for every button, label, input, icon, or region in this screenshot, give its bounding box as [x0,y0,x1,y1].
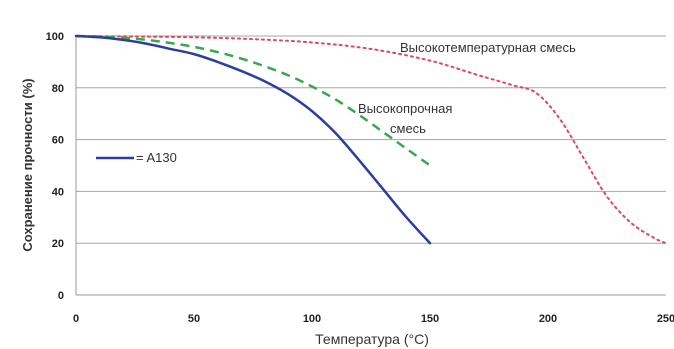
gridlines [76,35,666,244]
series-lines [74,34,667,245]
x-tick-50: 50 [188,313,200,325]
annotation-high-strength-line1: Высокопрочная [358,101,452,116]
x-tick-250: 250 [657,313,674,325]
series-line-a130 [74,34,432,245]
x-tick-100: 100 [303,313,321,325]
axes [75,36,666,296]
y-tick-40: 40 [52,186,64,198]
y-tick-20: 20 [52,238,64,250]
annotation-high-strength-line2: смесь [390,121,426,136]
y-tick-100: 100 [46,31,64,43]
series-line-high-temp [75,35,667,245]
x-tick-labels: 0 50 100 150 200 250 [73,313,674,325]
y-tick-labels: 0 20 40 60 80 100 [46,31,64,302]
x-tick-150: 150 [421,313,439,325]
x-axis-title: Температура (°C) [315,331,429,347]
x-tick-200: 200 [539,313,557,325]
y-tick-60: 60 [52,135,64,147]
x-tick-0: 0 [73,313,79,325]
legend-label-a130: = A130 [136,150,177,165]
annotation-high-temp: Высокотемпературная смесь [400,40,576,55]
y-tick-0: 0 [58,290,64,302]
y-axis-title: Сохранение прочности (%) [20,78,35,251]
y-tick-80: 80 [52,83,64,95]
